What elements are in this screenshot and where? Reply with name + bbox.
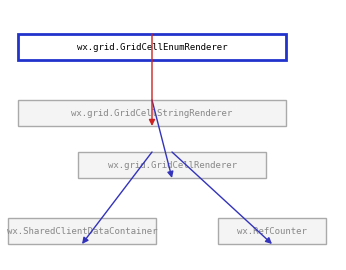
Bar [218, 218, 326, 244]
Bar [78, 152, 266, 178]
Text: wx.grid.GridCellRenderer: wx.grid.GridCellRenderer [108, 160, 237, 170]
Bar [18, 34, 286, 60]
Text: wx.grid.GridCellEnumRenderer: wx.grid.GridCellEnumRenderer [77, 42, 227, 52]
Text: wx.SharedClientDataContainer: wx.SharedClientDataContainer [7, 227, 157, 235]
Text: wx.grid.GridCellStringRenderer: wx.grid.GridCellStringRenderer [71, 109, 233, 117]
Text: wx.RefCounter: wx.RefCounter [237, 227, 307, 235]
Bar [8, 218, 156, 244]
Bar [18, 100, 286, 126]
